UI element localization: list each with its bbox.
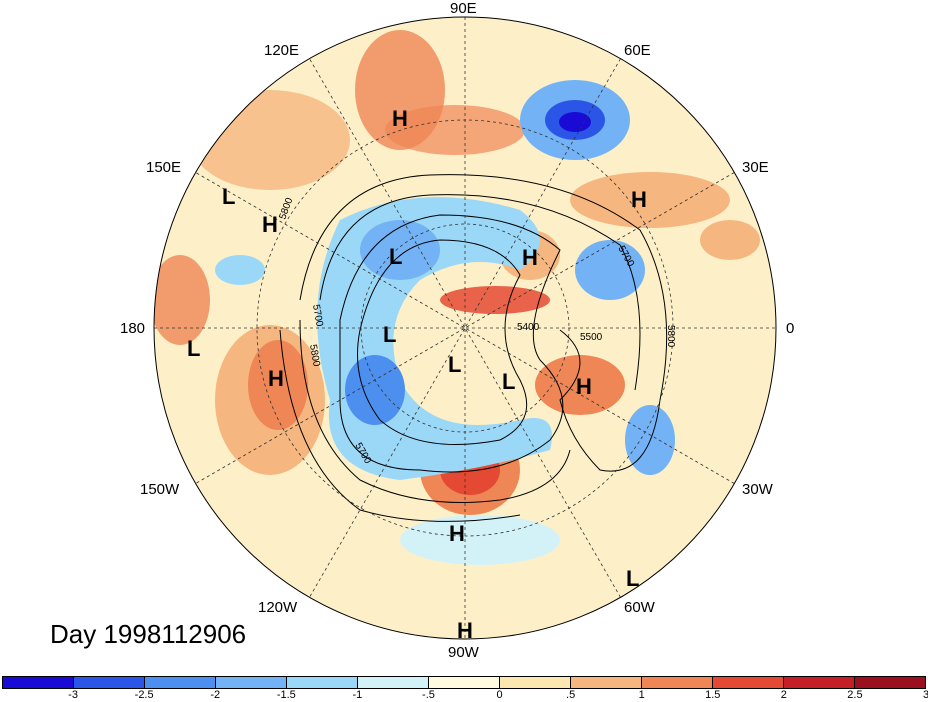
colorbar-tick-label: 0 [496, 689, 503, 701]
lon-label-90e: 90E [450, 0, 477, 17]
low-center: L [389, 244, 402, 269]
contour-label: 5700 [310, 304, 325, 328]
colorbar-tick-label: 3 [922, 689, 928, 701]
colorbar-tick-label: -3 [68, 689, 78, 701]
colorbar-swatch [287, 677, 358, 688]
colorbar-tick-label: -1.5 [276, 689, 296, 701]
lon-label-180: 180 [120, 320, 146, 337]
colorbar-swatch [642, 677, 713, 688]
high-center: H [631, 187, 647, 212]
high-center: H [457, 618, 473, 643]
colorbar-tick-label: 1 [638, 689, 645, 701]
colorbar-swatch [358, 677, 429, 688]
contour-label: 5800 [665, 325, 676, 348]
low-center: L [502, 369, 515, 394]
high-center: H [392, 106, 408, 131]
pressure-center-labels: H H H H H H H H L L L L L L L [187, 106, 647, 643]
high-center: H [449, 521, 465, 546]
colorbar-tick-label: 2.5 [847, 689, 863, 701]
high-center: H [576, 374, 592, 399]
colorbar [2, 676, 926, 689]
lon-label-120e: 120E [264, 42, 300, 59]
lon-label-30e: 30E [742, 159, 769, 176]
colorbar-tick-label: .5 [566, 689, 576, 701]
colorbar-swatch [713, 677, 784, 688]
colorbar-tick-label: -1 [352, 689, 363, 701]
colorbar-swatch [74, 677, 145, 688]
low-center: L [222, 184, 235, 209]
lon-label-60e: 60E [624, 42, 651, 59]
anomaly-field [154, 17, 776, 639]
colorbar-swatch [216, 677, 287, 688]
height-contours [279, 174, 668, 522]
lon-label-60w: 60W [624, 599, 655, 616]
low-center: L [187, 336, 200, 361]
map-boundary [153, 16, 777, 640]
colorbar-swatch [500, 677, 571, 688]
lon-label-150e: 150E [146, 159, 182, 176]
contour-label: 5500 [580, 332, 603, 343]
lon-label-150w: 150W [140, 481, 180, 498]
colorbar-swatch [3, 677, 74, 688]
colorbar-tick-label: 1.5 [705, 689, 721, 701]
day-label: Day 1998112906 [50, 619, 247, 649]
high-center: H [262, 212, 278, 237]
lon-label-30w: 30W [742, 481, 773, 498]
high-center: H [522, 245, 538, 270]
colorbar-swatch [855, 677, 925, 688]
colorbar-swatch [429, 677, 500, 688]
colorbar-tick-label: -2 [210, 689, 221, 701]
colorbar-tick-label: 2 [780, 689, 787, 701]
graticule [154, 17, 776, 639]
lon-label-0: 0 [786, 320, 795, 337]
contour-label: 5400 [517, 322, 540, 333]
high-center: H [268, 366, 284, 391]
colorbar-swatch [571, 677, 642, 688]
low-center: L [626, 566, 639, 591]
low-center: L [448, 352, 461, 377]
low-center: L [383, 322, 396, 347]
lon-label-90w: 90W [448, 644, 479, 661]
colorbar-swatch [145, 677, 216, 688]
colorbar-tick-label: -.5 [422, 689, 435, 701]
colorbar-tick-label: -2.5 [134, 689, 154, 701]
colorbar-swatch [784, 677, 855, 688]
contour-label: 5800 [307, 344, 322, 368]
lon-label-120w: 120W [258, 599, 298, 616]
